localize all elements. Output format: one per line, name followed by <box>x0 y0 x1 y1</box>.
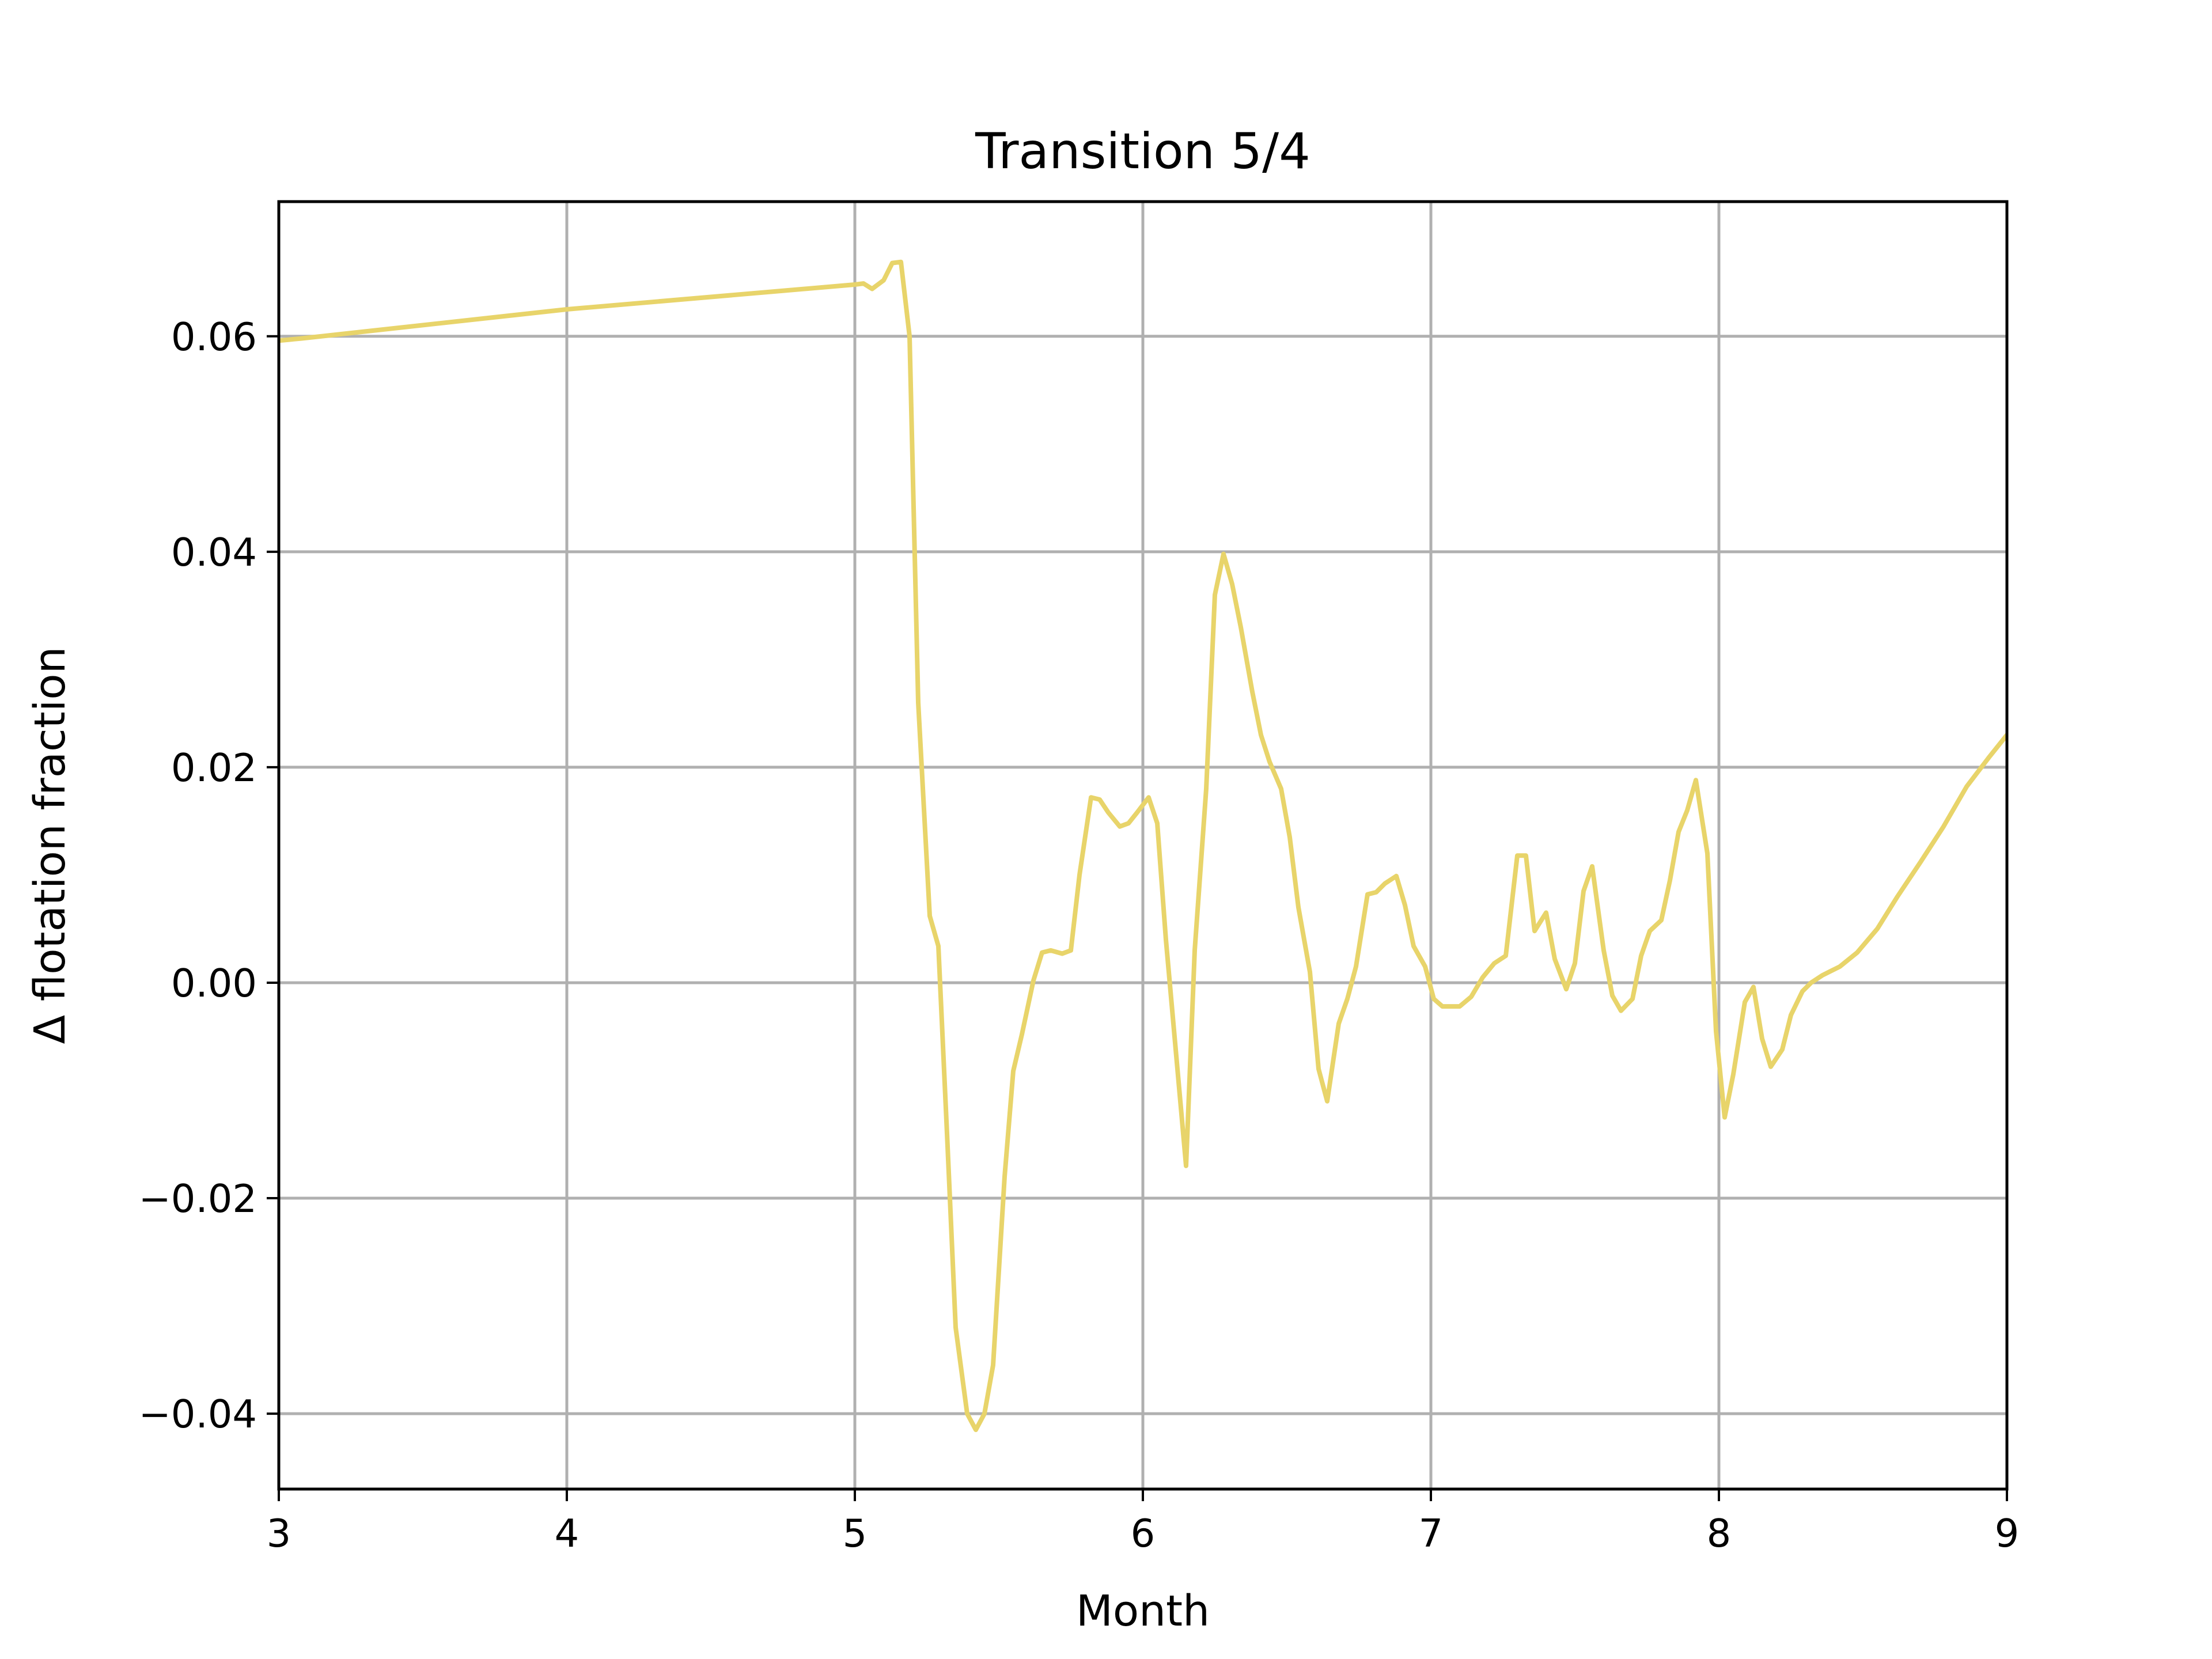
x-axis-label: Month <box>1076 1586 1210 1636</box>
x-tick-label: 7 <box>1419 1511 1444 1556</box>
x-tick-label: 6 <box>1131 1511 1156 1556</box>
y-tick-label: 0.00 <box>171 961 257 1006</box>
x-tick-label: 9 <box>1995 1511 2020 1556</box>
y-tick-label: −0.04 <box>139 1392 257 1437</box>
series-line <box>279 259 2007 1433</box>
x-tick-label: 3 <box>267 1511 291 1556</box>
y-axis-label: Δ flotation fraction <box>25 647 75 1044</box>
x-tick-label: 5 <box>843 1511 868 1556</box>
y-tick-label: 0.02 <box>171 745 257 790</box>
x-tick-label: 8 <box>1707 1511 1732 1556</box>
y-tick-label: 0.04 <box>171 530 257 575</box>
chart-title: Transition 5/4 <box>975 123 1310 180</box>
axis-ticks: 3 4 5 6 7 8 9 −0.04 −0.02 0.00 0.02 0.04 0.06 <box>139 315 2020 1556</box>
y-tick-label: −0.02 <box>139 1176 257 1221</box>
x-tick-label: 4 <box>555 1511 579 1556</box>
series-layer <box>279 259 2007 1433</box>
y-tick-label: 0.06 <box>171 315 257 359</box>
grid-lines <box>277 202 2009 1489</box>
